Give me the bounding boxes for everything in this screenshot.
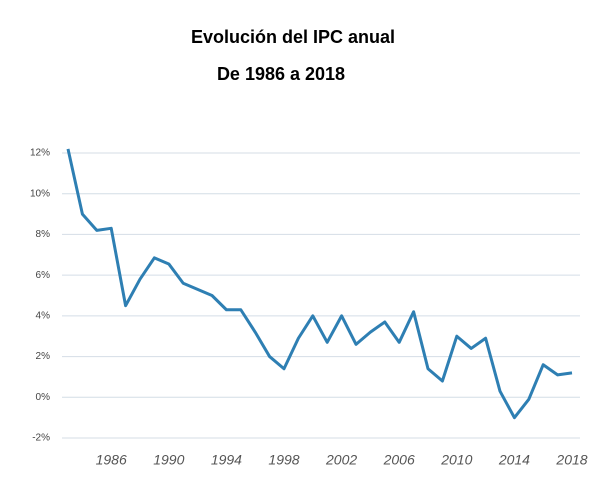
x-tick-label: 2002 bbox=[325, 452, 357, 468]
x-tick-label: 2014 bbox=[498, 452, 530, 468]
line bbox=[66, 148, 573, 420]
y-tick-label: 0% bbox=[36, 392, 51, 403]
y-tick-label: 2% bbox=[36, 351, 51, 362]
y-tick-label: 8% bbox=[36, 229, 51, 240]
x-tick-label: 1986 bbox=[96, 452, 127, 468]
x-tick-label: 2006 bbox=[383, 452, 415, 468]
chart-subtitle: De 1986 a 2018 bbox=[217, 64, 345, 84]
x-tick-label: 2010 bbox=[440, 452, 472, 468]
y-tick-label: 10% bbox=[30, 188, 50, 199]
chart-title: Evolución del IPC anual bbox=[191, 27, 395, 47]
y-tick-label: 4% bbox=[36, 310, 51, 321]
x-tick-label: 1998 bbox=[268, 452, 299, 468]
y-tick-label: -2% bbox=[32, 433, 50, 444]
x-tick-label: 1990 bbox=[153, 452, 184, 468]
y-tick-label: 12% bbox=[30, 148, 50, 159]
y-tick-label: 6% bbox=[36, 270, 51, 281]
x-tick-label: 2018 bbox=[555, 452, 587, 468]
x-tick-label: 1994 bbox=[211, 452, 242, 468]
